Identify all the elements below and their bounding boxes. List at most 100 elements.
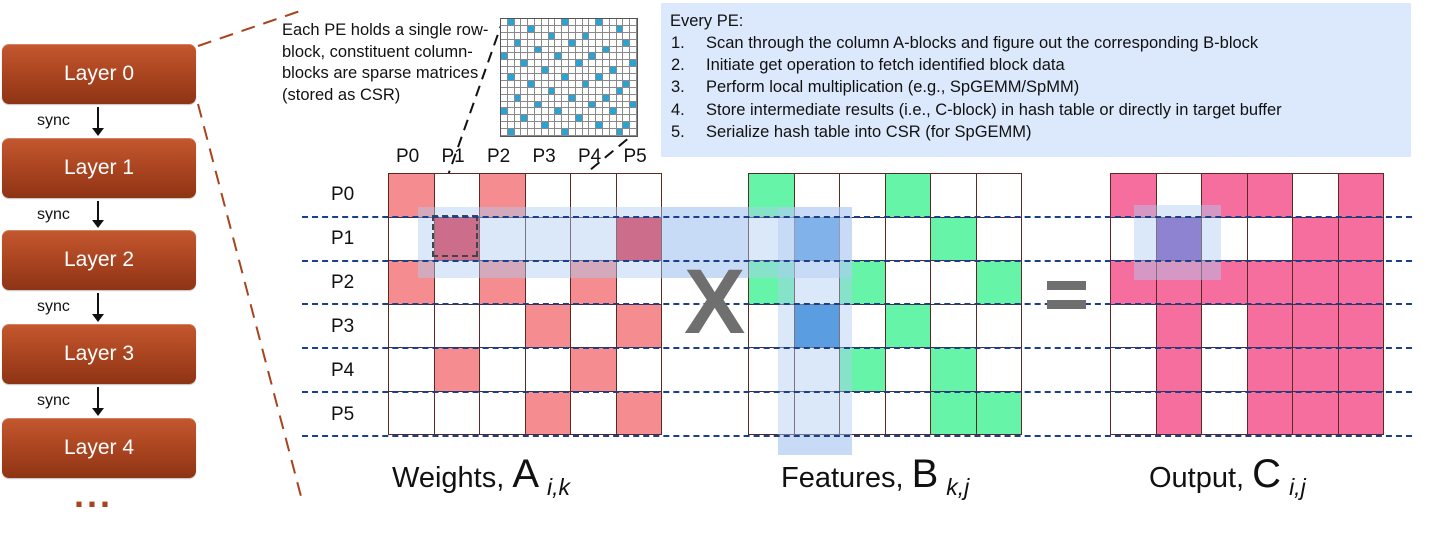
matrix-b-cell <box>885 174 931 218</box>
layer-3-box: Layer 3 <box>2 324 196 384</box>
matrix-c-cell <box>1156 217 1202 261</box>
sparse-cell <box>528 60 535 68</box>
sparse-cell <box>569 19 576 26</box>
sparse-cell <box>623 32 631 40</box>
sparse-cell <box>562 60 569 68</box>
sparse-cell <box>575 108 583 116</box>
sparse-cell <box>507 32 515 40</box>
matrix-a-cell <box>480 217 526 261</box>
column-pe-label: P5 <box>623 146 647 167</box>
sparse-cell <box>603 129 610 136</box>
sparse-cell <box>541 115 549 123</box>
sparse-cell <box>521 19 529 26</box>
sparse-cell <box>630 80 637 88</box>
sparse-cell <box>555 67 563 75</box>
sparse-cell <box>548 60 556 68</box>
sparse-cell <box>603 80 610 88</box>
sparse-cell <box>541 94 549 102</box>
sparse-cell <box>575 101 583 109</box>
sparse-cell <box>514 60 522 68</box>
sparse-nonzero <box>541 67 549 75</box>
sparse-cell <box>616 101 624 109</box>
sparse-cell <box>541 19 549 26</box>
matrix-c-cell <box>1202 304 1248 348</box>
sparse-cell <box>616 74 624 81</box>
matrix-c-cell <box>1156 304 1202 348</box>
sparse-cell <box>596 53 603 61</box>
sparse-cell <box>521 122 529 130</box>
matrix-b-cell <box>931 348 977 392</box>
sparse-cell <box>521 25 529 33</box>
matrix-c-cell <box>1338 174 1384 218</box>
matrix-a-cell <box>480 348 526 392</box>
sync-label: sync <box>37 392 70 409</box>
sparse-nonzero <box>575 60 583 68</box>
sparse-cell <box>630 19 637 26</box>
sparse-cell <box>596 115 603 123</box>
sparse-cell <box>514 19 522 26</box>
sparse-cell <box>548 108 556 116</box>
sparse-cell <box>535 115 542 123</box>
sparse-cell <box>528 108 535 116</box>
layer-1-box: Layer 1 <box>2 138 196 198</box>
sparse-nonzero <box>528 80 535 88</box>
sparse-nonzero <box>501 108 508 116</box>
sparse-cell <box>609 122 617 130</box>
sparse-cell <box>630 74 637 81</box>
sparse-nonzero <box>569 94 576 102</box>
sparse-cell <box>569 87 576 95</box>
matrix-b-cell <box>794 261 840 305</box>
sparse-cell <box>589 39 597 47</box>
step-number: 1. <box>671 34 685 52</box>
sparse-cell <box>623 53 631 61</box>
matrix-c-cell <box>1338 391 1384 435</box>
sparse-cell <box>548 122 556 130</box>
matrix-b-cell <box>794 217 840 261</box>
sparse-cell <box>562 39 569 47</box>
sparse-cell <box>528 53 535 61</box>
sparse-cell <box>507 53 515 61</box>
sparse-cell <box>521 108 529 116</box>
sparse-cell <box>589 46 597 54</box>
sparse-cell <box>582 60 590 68</box>
column-pe-label: P3 <box>532 146 556 167</box>
sparse-cell <box>623 19 631 26</box>
matrix-b-cell <box>976 304 1022 348</box>
sparse-cell <box>616 19 624 26</box>
sparse-cell <box>616 32 624 40</box>
sparse-cell <box>609 19 617 26</box>
sync-label: sync <box>37 298 70 315</box>
sparse-cell <box>630 108 637 116</box>
sparse-nonzero <box>582 80 590 88</box>
sparse-cell <box>603 67 610 75</box>
matrix-b-cell <box>976 348 1022 392</box>
sparse-cell <box>501 115 508 123</box>
sparse-cell <box>562 108 569 116</box>
sparse-cell <box>630 94 637 102</box>
sparse-cell <box>514 25 522 33</box>
sparse-cell <box>521 129 529 136</box>
layer-2-box: Layer 2 <box>2 230 196 290</box>
down-arrow-icon <box>91 387 105 416</box>
sparse-cell <box>562 115 569 123</box>
sparse-cell <box>616 46 624 54</box>
sparse-cell <box>514 67 522 75</box>
sparse-cell <box>623 101 631 109</box>
sparse-cell <box>528 94 535 102</box>
sparse-cell <box>501 25 508 33</box>
sparse-cell <box>507 80 515 88</box>
sparse-cell <box>616 122 624 130</box>
sparse-cell <box>623 115 631 123</box>
sparse-nonzero <box>589 53 597 61</box>
matrix-c-cell <box>1247 261 1293 305</box>
sparse-cell <box>528 67 535 75</box>
sparse-cell <box>609 87 617 95</box>
sparse-cell <box>575 19 583 26</box>
sparse-cell <box>555 115 563 123</box>
sparse-nonzero <box>603 46 610 54</box>
sparse-cell <box>562 101 569 109</box>
down-arrow-icon <box>91 201 105 228</box>
sync-label: sync <box>37 112 70 129</box>
matrix-a-grid <box>388 173 662 435</box>
row-separator-line <box>302 347 1412 349</box>
